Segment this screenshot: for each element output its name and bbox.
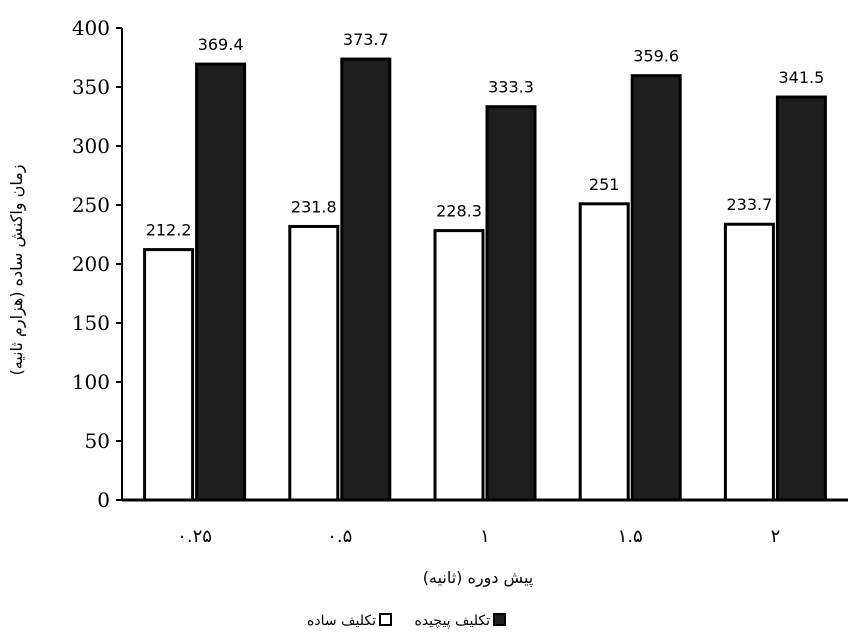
legend: تکلیف پیچیده تکلیف ساده bbox=[307, 613, 506, 629]
y-tick-label: 400 bbox=[72, 16, 110, 40]
x-axis-title: پیش دوره (ثانیه) bbox=[423, 568, 533, 588]
x-tick-label: ۰.۵ bbox=[327, 526, 352, 547]
y-axis-title: زمان واکنش ساده (هزارم ثانیه) bbox=[7, 164, 27, 375]
y-ticks-group: 0 50 100 150 200 250 300 350 400 bbox=[72, 16, 122, 512]
x-tick-label: ۲ bbox=[771, 526, 781, 547]
y-tick-label: 250 bbox=[72, 193, 110, 217]
y-tick-label: 350 bbox=[72, 75, 110, 99]
y-tick-label: 100 bbox=[72, 370, 110, 394]
data-labels-group: 212.2 369.4 231.8 373.7 228.3 333.3 251 359.6 23… bbox=[146, 30, 825, 240]
data-label: 233.7 bbox=[726, 195, 772, 214]
bar-complex-task bbox=[630, 74, 682, 502]
data-label: 333.3 bbox=[488, 78, 534, 97]
y-tick-label: 0 bbox=[97, 488, 110, 512]
y-tick-label: 200 bbox=[72, 252, 110, 276]
data-label: 251 bbox=[589, 175, 620, 194]
bar-simple-task bbox=[288, 224, 340, 502]
data-label: 228.3 bbox=[436, 202, 482, 221]
data-label: 369.4 bbox=[198, 35, 244, 54]
bar-simple-task bbox=[433, 229, 485, 502]
bars-group bbox=[143, 57, 827, 502]
data-label: 341.5 bbox=[778, 68, 824, 87]
x-tick-label: ۱.۵ bbox=[618, 526, 643, 547]
y-tick-label: 150 bbox=[72, 311, 110, 335]
data-label: 231.8 bbox=[291, 197, 337, 216]
legend-label-complex: تکلیف پیچیده bbox=[415, 613, 491, 629]
y-tick-label: 50 bbox=[85, 429, 110, 453]
data-label: 373.7 bbox=[343, 30, 389, 49]
data-label: 359.6 bbox=[633, 47, 679, 66]
data-label: 212.2 bbox=[146, 221, 192, 240]
bar-complex-task bbox=[485, 105, 537, 502]
legend-swatch-complex bbox=[493, 613, 506, 626]
bar-simple-task bbox=[578, 202, 630, 502]
bar-simple-task bbox=[723, 222, 775, 502]
x-ticks-group: ۰.۲۵ ۰.۵ ۱ ۱.۵ ۲ bbox=[177, 526, 780, 547]
bar-complex-task bbox=[195, 62, 247, 502]
legend-label-simple: تکلیف ساده bbox=[307, 613, 376, 629]
legend-swatch-simple bbox=[379, 613, 392, 626]
bar-complex-task bbox=[340, 57, 392, 502]
x-tick-label: ۰.۲۵ bbox=[177, 526, 212, 547]
bar-complex-task bbox=[775, 95, 827, 502]
bar-simple-task bbox=[143, 248, 195, 502]
x-tick-label: ۱ bbox=[480, 526, 490, 547]
y-tick-label: 300 bbox=[72, 134, 110, 158]
